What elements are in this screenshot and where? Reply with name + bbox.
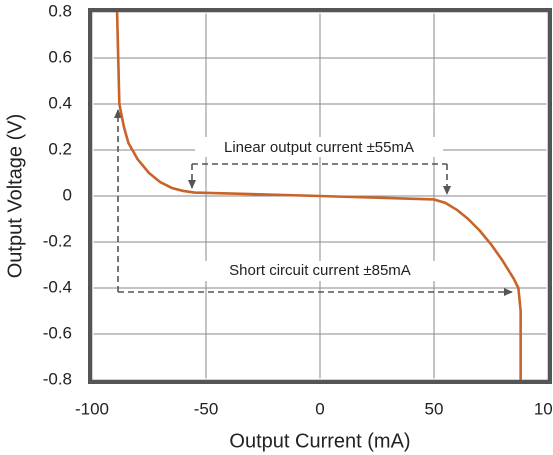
y-tick-label: 0.8 [48,1,72,20]
annotation: Linear output current ±55mA [224,139,414,156]
y-tick-label: 0 [63,185,72,204]
y-tick-label: -0.8 [43,369,72,388]
data-line [115,11,522,380]
x-tick-label: -100 [75,399,109,418]
y-tick-label: -0.6 [43,323,72,342]
plot-frame-inner [92,12,548,380]
x-tick-label: 0 [315,399,324,418]
y-tick-label: 0.4 [48,93,72,112]
y-tick-label: 0.2 [48,139,72,158]
annotation-bg [198,261,442,281]
y-tick-label: -0.2 [43,231,72,250]
y-tick-label: -0.4 [43,277,72,296]
x-tick-label: 100 [534,399,553,418]
annotation-bg [195,137,443,157]
y-axis-label: Output Voltage (V) [4,114,26,279]
plot-frame [88,8,552,384]
x-axis-label: Output Current (mA) [229,430,410,452]
annotation: Short circuit current ±85mA [229,262,411,279]
x-tick-label: 50 [425,399,444,418]
x-tick-label: -50 [194,399,219,418]
y-tick-label: 0.6 [48,47,72,66]
